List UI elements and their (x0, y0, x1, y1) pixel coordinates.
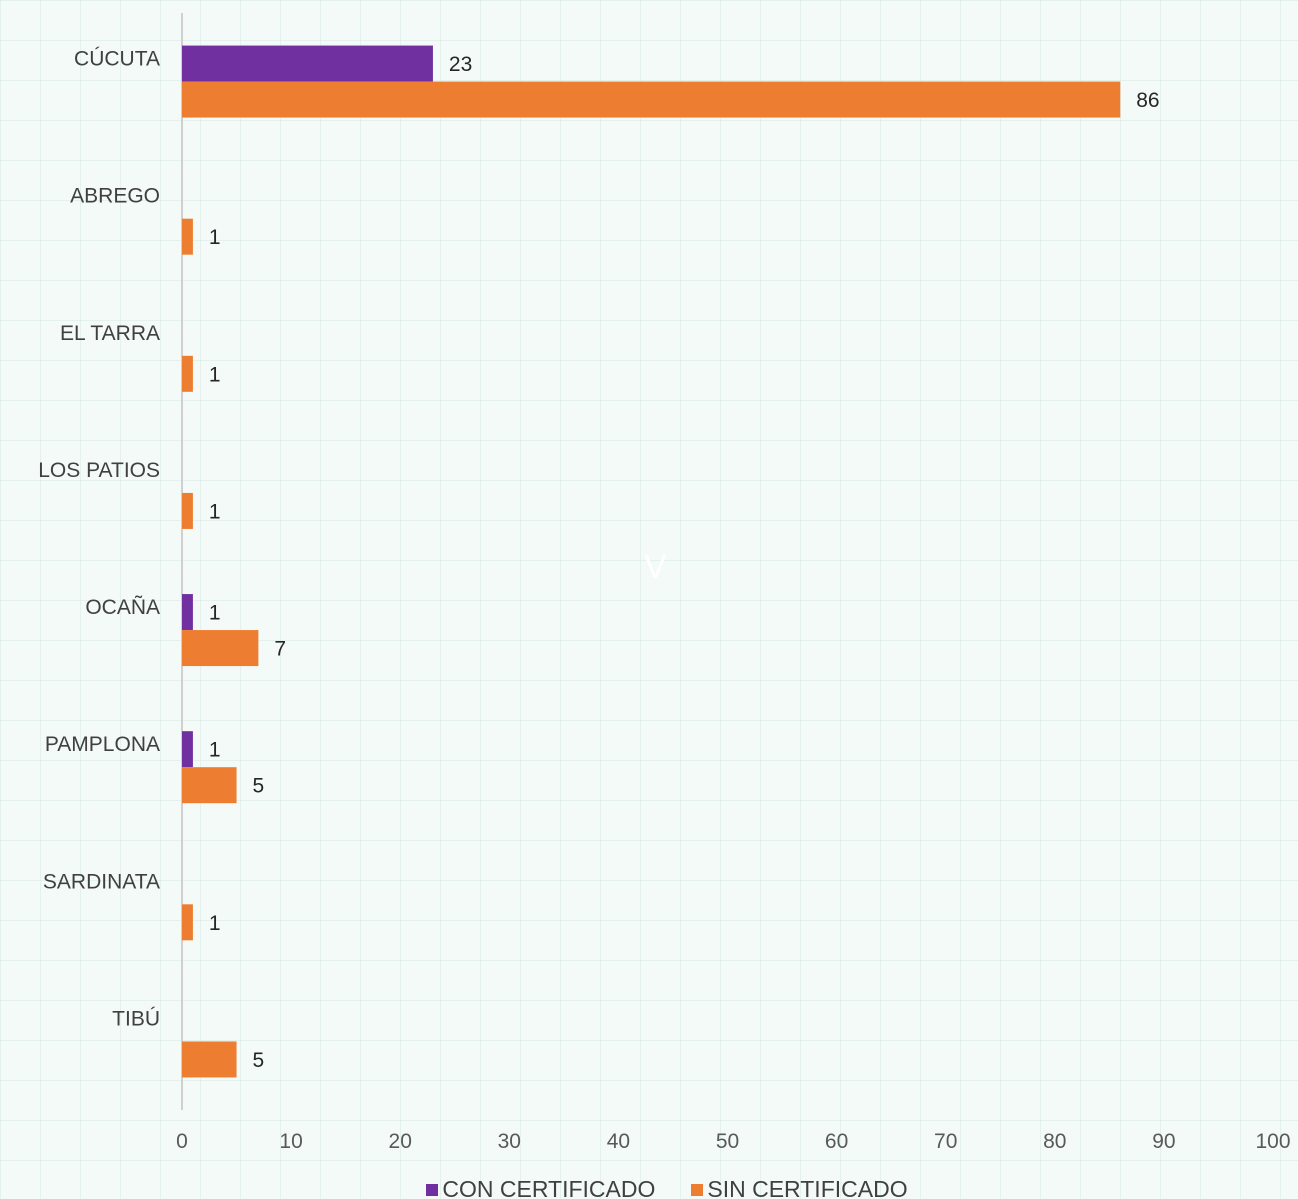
legend-swatch-sin-certificado (691, 1183, 704, 1196)
x-tick-label-60: 60 (825, 1130, 848, 1153)
data-label-sin-certificado-el-tarra: 1 (209, 363, 221, 386)
x-tick-label-50: 50 (716, 1130, 739, 1153)
legend-item-con-certificado: CON CERTIFICADO (426, 1176, 655, 1199)
bar-sin-certificado-tibu (182, 1041, 237, 1078)
data-label-sin-certificado-ocana: 7 (274, 638, 286, 661)
data-label-con-certificado-ocana: 1 (209, 602, 221, 625)
bar-sin-certificado-pamplona (182, 767, 237, 804)
legend-label-con-certificado: CON CERTIFICADO (442, 1176, 656, 1199)
legend-swatch-con-certificado (426, 1183, 439, 1196)
category-label-cucuta: CÚCUTA (74, 48, 160, 71)
data-label-sin-certificado-tibu: 5 (253, 1049, 265, 1072)
bar-sin-certificado-ocana (182, 630, 259, 667)
category-label-los-patios: LOS PATIOS (38, 459, 160, 482)
watermark-text: V (644, 548, 667, 586)
x-tick-label-20: 20 (389, 1130, 412, 1153)
x-tick-label-40: 40 (607, 1130, 630, 1153)
category-label-abrego: ABREGO (70, 185, 160, 208)
x-tick-label-10: 10 (279, 1130, 302, 1153)
chart-legend: CON CERTIFICADO SIN CERTIFICADO (0, 1176, 1298, 1199)
bar-con-certificado-ocana (182, 594, 193, 631)
x-tick-label-0: 0 (176, 1130, 188, 1153)
x-tick-label-90: 90 (1152, 1130, 1175, 1153)
data-label-con-certificado-cucuta: 23 (449, 53, 472, 76)
category-label-sardinata: SARDINATA (43, 870, 160, 893)
legend-label-sin-certificado: SIN CERTIFICADO (707, 1176, 908, 1199)
x-tick-label-30: 30 (498, 1130, 521, 1153)
category-label-pamplona: PAMPLONA (45, 733, 160, 756)
bar-sin-certificado-el-tarra (182, 355, 193, 392)
bar-sin-certificado-sardinata (182, 904, 193, 941)
bar-con-certificado-pamplona (182, 731, 193, 768)
x-tick-label-80: 80 (1043, 1130, 1066, 1153)
category-label-tibu: TIBÚ (112, 1007, 160, 1030)
bar-sin-certificado-abrego (182, 218, 193, 255)
category-label-el-tarra: EL TARRA (60, 322, 160, 345)
data-label-con-certificado-pamplona: 1 (209, 739, 221, 762)
category-label-ocana: OCAÑA (85, 595, 160, 619)
bar-sin-certificado-los-patios (182, 492, 193, 529)
data-label-sin-certificado-pamplona: 5 (253, 775, 265, 798)
bar-sin-certificado-cucuta (182, 81, 1121, 118)
bar-con-certificado-cucuta (182, 45, 433, 82)
x-tick-label-70: 70 (934, 1130, 957, 1153)
data-label-sin-certificado-abrego: 1 (209, 226, 221, 249)
data-label-sin-certificado-cucuta: 86 (1136, 89, 1159, 112)
legend-item-sin-certificado: SIN CERTIFICADO (691, 1176, 908, 1199)
data-label-sin-certificado-los-patios: 1 (209, 500, 221, 523)
x-tick-label-100: 100 (1255, 1130, 1290, 1153)
data-label-sin-certificado-sardinata: 1 (209, 912, 221, 935)
